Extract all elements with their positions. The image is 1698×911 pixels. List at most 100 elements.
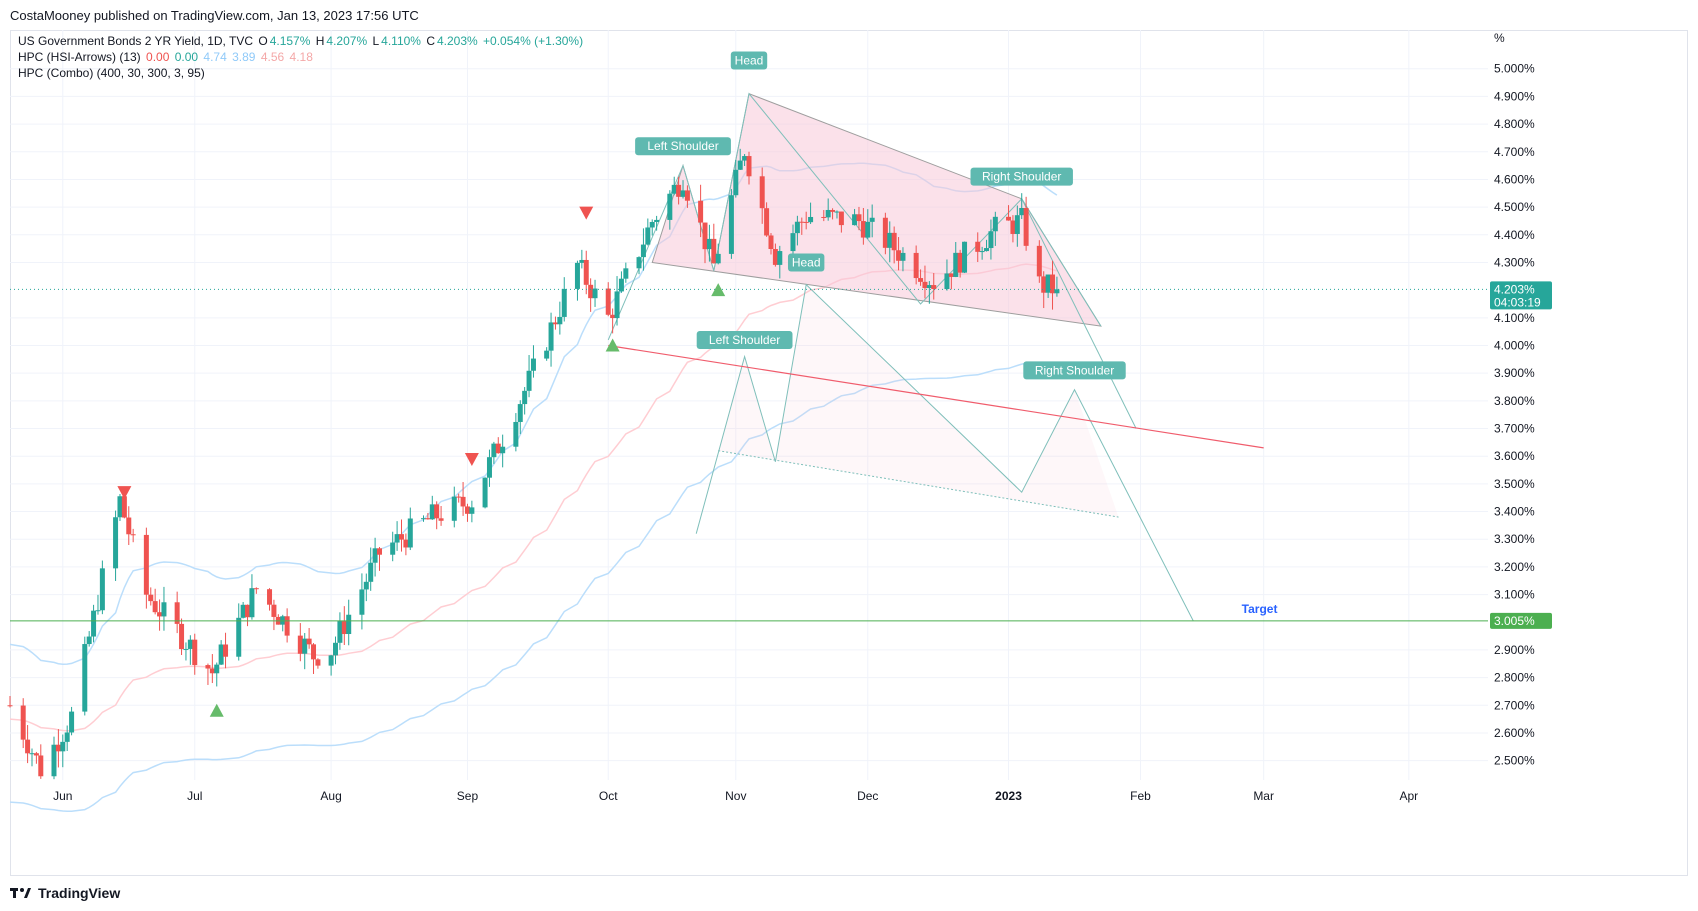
candle-body bbox=[86, 636, 92, 645]
candle-body bbox=[918, 278, 924, 282]
candle-body bbox=[341, 621, 347, 635]
candle-body bbox=[117, 496, 123, 518]
candle-body bbox=[359, 589, 365, 615]
candle-body bbox=[777, 251, 783, 265]
candle-body bbox=[715, 253, 721, 264]
legend-l-label: L bbox=[372, 34, 380, 48]
candle-body bbox=[913, 252, 919, 279]
candle-body bbox=[1045, 274, 1051, 293]
candle-body bbox=[1010, 220, 1016, 234]
indicator-1-v4: 3.89 bbox=[232, 50, 256, 64]
candle-body bbox=[20, 705, 26, 740]
last-price-tag-countdown: 04:03:19 bbox=[1494, 295, 1541, 309]
candle-body bbox=[495, 443, 501, 454]
x-tick-label: Nov bbox=[725, 789, 746, 803]
candle-body bbox=[174, 602, 180, 624]
candle-body bbox=[486, 457, 492, 478]
candle-body bbox=[240, 604, 246, 618]
indicator-1-v6: 4.18 bbox=[289, 50, 313, 64]
candle-body bbox=[460, 496, 466, 507]
legend-open: 4.157% bbox=[269, 34, 311, 48]
down-arrow-icon bbox=[579, 206, 594, 220]
candle-body bbox=[746, 156, 752, 177]
candle-body bbox=[530, 358, 536, 371]
y-tick-label: 3.100% bbox=[1494, 588, 1535, 602]
y-tick-label: 4.100% bbox=[1494, 311, 1535, 325]
last-price-tag-bg bbox=[1490, 281, 1552, 310]
indicator-1-v2: 0.00 bbox=[174, 50, 199, 64]
candle-body bbox=[649, 221, 655, 228]
price-axis: 5.000% 4.900% 4.800% 4.700% 4.600% 4.500% 4.40… bbox=[1490, 31, 1552, 768]
down-arrow-icon bbox=[117, 486, 132, 500]
candle-body bbox=[900, 252, 906, 261]
overlay-lines bbox=[10, 288, 1488, 622]
candle-body bbox=[803, 221, 809, 223]
candle-body bbox=[99, 568, 105, 611]
pattern-label: Left Shoulder bbox=[709, 333, 780, 347]
candle-body bbox=[957, 252, 963, 273]
candle-body bbox=[1054, 289, 1060, 294]
candle-body bbox=[1014, 215, 1020, 234]
candle-body bbox=[852, 214, 858, 226]
publisher-line: CostaMooney published on TradingView.com… bbox=[10, 8, 419, 23]
candle-body bbox=[926, 285, 932, 289]
candle-body bbox=[610, 314, 616, 319]
indicator-1-v1: 0.00 bbox=[146, 50, 170, 64]
candle-body bbox=[33, 753, 39, 756]
candle-body bbox=[623, 268, 629, 279]
y-tick-label: 2.800% bbox=[1494, 671, 1535, 685]
x-tick-label: Sep bbox=[457, 789, 479, 803]
candle-body bbox=[654, 219, 660, 222]
y-unit-label: % bbox=[1494, 31, 1505, 45]
candle-body bbox=[834, 211, 840, 213]
candles bbox=[7, 148, 1060, 780]
candle-body bbox=[988, 231, 994, 249]
right-shoulder-projection bbox=[1021, 198, 1137, 429]
candle-body bbox=[82, 644, 88, 712]
candle-body bbox=[306, 638, 312, 645]
candle-body bbox=[7, 705, 13, 707]
lower-band-line bbox=[9, 362, 1058, 813]
candle-body bbox=[126, 517, 132, 535]
candle-body bbox=[311, 644, 317, 660]
candle-body bbox=[948, 273, 954, 277]
candle-body bbox=[1006, 216, 1012, 221]
pattern-labels: Target Head Left Shoulder Right Shoulder Hea… bbox=[117, 51, 1277, 717]
indicator-2-name: HPC (Combo) (400, 30, 300, 3, 95) bbox=[18, 66, 205, 80]
pattern-label-bg bbox=[730, 51, 768, 70]
target-price-tag: 3.005% bbox=[1494, 614, 1535, 628]
candle-body bbox=[896, 250, 902, 261]
candle-body bbox=[768, 235, 774, 250]
candle-body bbox=[522, 390, 528, 405]
candle-body bbox=[302, 638, 308, 654]
candle-body bbox=[517, 404, 523, 422]
candle-body bbox=[552, 322, 558, 325]
y-tick-label: 4.700% bbox=[1494, 145, 1535, 159]
candle-body bbox=[1023, 208, 1029, 246]
legend-o-label: O bbox=[258, 34, 268, 48]
footer: TradingView bbox=[10, 885, 120, 901]
y-tick-label: 3.400% bbox=[1494, 505, 1535, 519]
candle-body bbox=[25, 739, 31, 754]
legend-change: +0.054% (+1.30%) bbox=[483, 34, 584, 48]
candle-body bbox=[69, 711, 75, 733]
red-trend-line bbox=[608, 344, 1264, 449]
y-tick-label: 4.400% bbox=[1494, 228, 1535, 242]
candle-body bbox=[420, 518, 426, 520]
candle-body bbox=[684, 190, 690, 201]
candle-body bbox=[764, 208, 770, 236]
candle-body bbox=[95, 610, 101, 612]
y-tick-label: 3.300% bbox=[1494, 532, 1535, 546]
candle-body bbox=[438, 518, 444, 521]
head-shoulders-pattern bbox=[607, 92, 1194, 622]
pattern-label-bg bbox=[787, 253, 825, 272]
y-tick-label: 2.700% bbox=[1494, 698, 1535, 712]
candle-body bbox=[513, 421, 519, 447]
candle-body bbox=[29, 753, 35, 755]
candle-body bbox=[790, 233, 796, 252]
legend-indicator-2: HPC (Combo) (400, 30, 300, 3, 95) bbox=[18, 66, 207, 80]
candle-body bbox=[297, 635, 303, 654]
candle-body bbox=[975, 241, 981, 252]
candle-body bbox=[979, 251, 985, 253]
